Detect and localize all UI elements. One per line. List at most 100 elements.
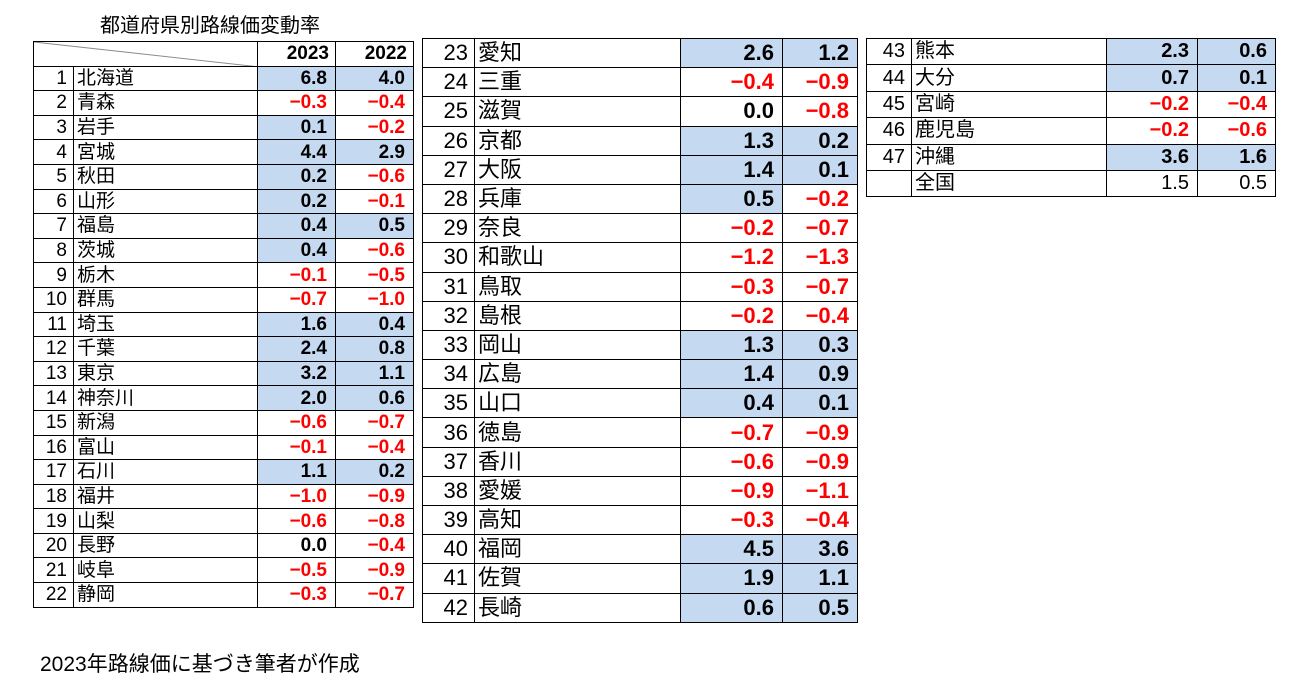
value-2023: −0.6 bbox=[257, 508, 336, 534]
table-row: 12 千葉 2.4 0.8 bbox=[33, 336, 414, 362]
value-2023: 4.5 bbox=[680, 534, 783, 565]
table-row: 8 茨城 0.4 −0.6 bbox=[33, 237, 414, 264]
value-2022: −0.9 bbox=[335, 557, 414, 584]
value-2023: 0.2 bbox=[257, 188, 336, 215]
row-number: 21 bbox=[33, 557, 74, 584]
value-2022: 3.6 bbox=[782, 534, 858, 565]
value-2022: −0.9 bbox=[782, 417, 858, 448]
table-row: 33 岡山 1.3 0.3 bbox=[422, 329, 858, 361]
value-2023: 3.6 bbox=[1106, 143, 1198, 171]
row-number: 9 bbox=[33, 262, 74, 288]
prefecture-name: 青森 bbox=[73, 90, 258, 116]
table-prefectures-43-47: 43 熊本 2.3 0.6 44 大分 0.7 0.1 45 宮崎 −0.2 −0.4 46 鹿児島 −0.… bbox=[866, 37, 1276, 198]
row-number: 18 bbox=[33, 483, 74, 510]
row-number: 46 bbox=[866, 117, 912, 145]
prefecture-name: 広島 bbox=[474, 359, 681, 390]
value-2022: −0.9 bbox=[782, 446, 858, 477]
row-number: 47 bbox=[866, 143, 912, 171]
value-2022: −0.5 bbox=[335, 262, 414, 288]
prefecture-name: 岩手 bbox=[73, 114, 258, 141]
row-number: 38 bbox=[422, 475, 475, 507]
row-number: 10 bbox=[33, 286, 74, 313]
prefecture-name: 福島 bbox=[73, 213, 258, 239]
value-2023: 0.5 bbox=[680, 183, 783, 215]
row-number: 37 bbox=[422, 446, 475, 477]
value-2023: 2.0 bbox=[257, 385, 336, 411]
prefecture-name: 神奈川 bbox=[73, 385, 258, 411]
row-number: 6 bbox=[33, 188, 74, 215]
table-row: 11 埼玉 1.6 0.4 bbox=[33, 311, 414, 338]
row-number: 12 bbox=[33, 336, 74, 362]
header-2023: 2023 bbox=[257, 41, 336, 67]
table-row: 43 熊本 2.3 0.6 bbox=[866, 37, 1276, 66]
table-row: 10 群馬 −0.7 −1.0 bbox=[33, 286, 414, 313]
row-number: 13 bbox=[33, 360, 74, 387]
value-2023: 1.1 bbox=[257, 459, 336, 485]
table-row: 17 石川 1.1 0.2 bbox=[33, 459, 414, 485]
prefecture-name: 兵庫 bbox=[474, 183, 681, 215]
row-number: 11 bbox=[33, 311, 74, 338]
prefecture-name: 岡山 bbox=[474, 329, 681, 361]
table-prefectures-23-42: 23 愛知 2.6 1.2 24 三重 −0.4 −0.9 25 滋賀 0.0 −0.8 26 京都 1.3… bbox=[422, 37, 858, 623]
table-row: 21 岐阜 −0.5 −0.9 bbox=[33, 557, 414, 584]
row-number: 34 bbox=[422, 359, 475, 390]
table-row: 23 愛知 2.6 1.2 bbox=[422, 37, 858, 69]
table-row: 34 広島 1.4 0.9 bbox=[422, 359, 858, 390]
prefecture-name: 茨城 bbox=[73, 237, 258, 264]
value-2023: 0.2 bbox=[257, 163, 336, 190]
value-2022: −0.7 bbox=[782, 271, 858, 302]
row-number: 32 bbox=[422, 300, 475, 331]
value-2023: −1.2 bbox=[680, 242, 783, 273]
row-number: 31 bbox=[422, 271, 475, 302]
row-number: 4 bbox=[33, 139, 74, 165]
value-2023: 1.6 bbox=[257, 311, 336, 338]
value-2022: 0.4 bbox=[335, 311, 414, 338]
value-2022: −0.6 bbox=[335, 237, 414, 264]
table-row: 39 高知 −0.3 −0.4 bbox=[422, 504, 858, 536]
value-2023: −0.3 bbox=[257, 582, 336, 608]
table-row: 4 宮城 4.4 2.9 bbox=[33, 139, 414, 165]
prefecture-name: 栃木 bbox=[73, 262, 258, 288]
value-2023: 0.7 bbox=[1106, 64, 1198, 92]
value-2023: −0.3 bbox=[680, 504, 783, 536]
table-row: 38 愛媛 −0.9 −1.1 bbox=[422, 475, 858, 507]
table-row: 46 鹿児島 −0.2 −0.6 bbox=[866, 117, 1276, 145]
prefecture-name: 福井 bbox=[73, 483, 258, 510]
value-2023: −0.1 bbox=[257, 262, 336, 288]
prefecture-name: 山梨 bbox=[73, 508, 258, 534]
row-number: 17 bbox=[33, 459, 74, 485]
value-2023: −0.5 bbox=[257, 557, 336, 584]
table-row: 32 島根 −0.2 −0.4 bbox=[422, 300, 858, 331]
value-2022: 0.1 bbox=[1197, 64, 1276, 92]
table-row: 31 鳥取 −0.3 −0.7 bbox=[422, 271, 858, 302]
table-row: 全国 1.5 0.5 bbox=[866, 169, 1276, 198]
table-row: 30 和歌山 −1.2 −1.3 bbox=[422, 242, 858, 273]
table-row: 16 富山 −0.1 −0.4 bbox=[33, 434, 414, 461]
prefecture-name: 沖縄 bbox=[911, 143, 1107, 171]
value-2022: −0.7 bbox=[782, 213, 858, 244]
value-2022: 2.9 bbox=[335, 139, 414, 165]
value-2023: 0.0 bbox=[680, 96, 783, 127]
table-row: 5 秋田 0.2 −0.6 bbox=[33, 163, 414, 190]
table-row: 36 徳島 −0.7 −0.9 bbox=[422, 417, 858, 448]
prefecture-name: 三重 bbox=[474, 67, 681, 98]
value-2022: −0.4 bbox=[335, 532, 414, 559]
prefecture-name: 宮城 bbox=[73, 139, 258, 165]
value-2022: 0.3 bbox=[782, 329, 858, 361]
diagonal-line bbox=[34, 42, 248, 66]
prefecture-name: 香川 bbox=[474, 446, 681, 477]
value-2022: −0.7 bbox=[335, 409, 414, 436]
prefecture-name: 滋賀 bbox=[474, 96, 681, 127]
row-number: 8 bbox=[33, 237, 74, 264]
row-number: 5 bbox=[33, 163, 74, 190]
prefecture-name: 岐阜 bbox=[73, 557, 258, 584]
value-2022: −0.4 bbox=[782, 504, 858, 536]
prefecture-name: 高知 bbox=[474, 504, 681, 536]
prefecture-name: 新潟 bbox=[73, 409, 258, 436]
value-2022: −0.4 bbox=[335, 434, 414, 461]
row-number bbox=[866, 169, 912, 198]
prefecture-name: 山口 bbox=[474, 388, 681, 419]
value-2022: −1.3 bbox=[782, 242, 858, 273]
value-2022: −0.8 bbox=[335, 508, 414, 534]
value-2022: −0.9 bbox=[335, 483, 414, 510]
